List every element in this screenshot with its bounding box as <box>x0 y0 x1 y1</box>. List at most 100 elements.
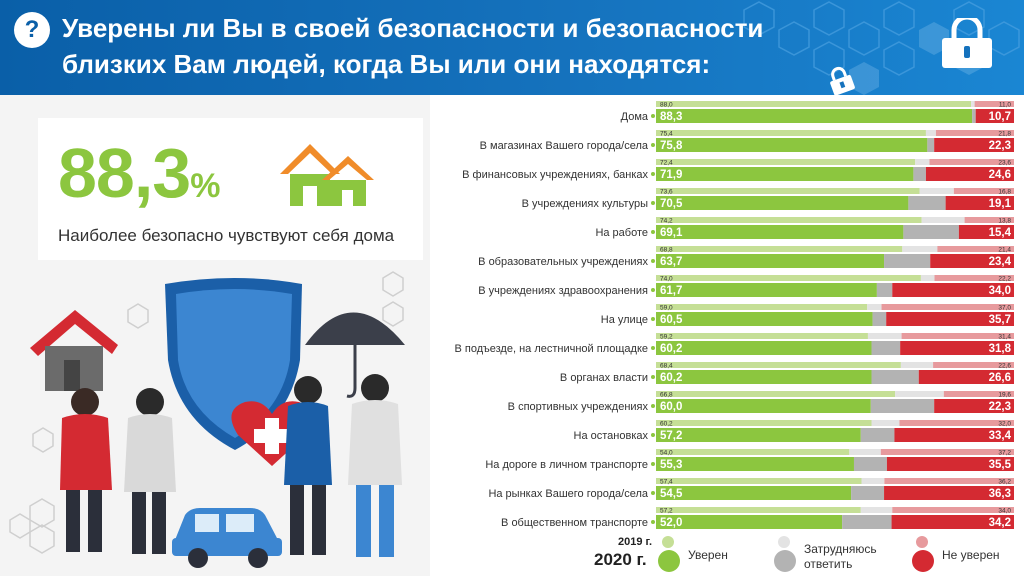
bar-unsure-2019 <box>921 217 965 223</box>
legend-year-2019: 2019 г. <box>618 536 653 548</box>
bar-not-confident-2019 <box>943 391 1014 397</box>
bar-not-confident-2019 <box>935 130 1014 136</box>
category-label: На работе <box>595 227 648 239</box>
family-safety-illustration <box>9 271 405 568</box>
bar-confident-2019 <box>656 217 922 223</box>
bar-unsure-2020 <box>851 486 885 500</box>
bar-unsure-2019 <box>895 391 944 397</box>
category-bullet <box>651 520 655 524</box>
data-label-not-confident-2019: 36,2 <box>998 479 1011 486</box>
bar-unsure-2020 <box>860 428 895 442</box>
bar-confident-2019 <box>656 159 916 165</box>
bar-confident-2020 <box>656 341 872 355</box>
bar-confident-2019 <box>656 478 862 484</box>
bar-not-confident-2019 <box>901 333 1014 339</box>
bar-not-confident-2020 <box>945 196 1014 210</box>
data-label-confident-2020: 60,2 <box>660 343 682 355</box>
legend-label-confident: Уверен <box>688 548 728 562</box>
bar-unsure-2019 <box>919 188 954 194</box>
data-label-confident-2020: 71,9 <box>660 169 682 181</box>
category-bullet <box>651 462 655 466</box>
highlight-number-value: 88,3 <box>58 134 191 212</box>
bar-confident-2020 <box>656 486 852 500</box>
bar-confident-2019 <box>656 333 868 339</box>
bar-confident-2019 <box>656 362 901 368</box>
bar-confident-2020 <box>656 138 928 152</box>
category-label: В органах власти <box>560 372 648 384</box>
data-label-not-confident-2019: 19,6 <box>998 392 1011 399</box>
bar-confident-2020 <box>656 312 873 326</box>
bar-not-confident-2020 <box>891 515 1014 529</box>
category-label: В подъезде, на лестничной площадке <box>454 343 648 355</box>
bar-confident-2019 <box>656 507 861 513</box>
header-banner: ? Уверены ли Вы в своей безопасности и б… <box>0 0 1024 95</box>
bar-not-confident-2020 <box>958 225 1014 239</box>
data-label-not-confident-2020: 24,6 <box>989 169 1011 181</box>
data-label-confident-2020: 57,2 <box>660 430 682 442</box>
data-label-confident-2020: 70,5 <box>660 198 683 210</box>
category-label: На рынках Вашего города/села <box>488 488 648 500</box>
bar-unsure-2020 <box>972 109 976 123</box>
bar-unsure-2020 <box>913 167 926 181</box>
bar-not-confident-2020 <box>892 283 1014 297</box>
data-label-confident-2019: 59,0 <box>660 305 673 312</box>
bar-not-confident-2019 <box>933 362 1014 368</box>
legend-dot-not-confident-2019 <box>916 536 928 548</box>
category-bullet <box>651 491 655 495</box>
data-label-not-confident-2020: 36,3 <box>989 488 1011 500</box>
category-bullet <box>651 288 655 292</box>
woman-red-figure <box>60 388 112 552</box>
data-label-confident-2019: 88,0 <box>660 102 673 109</box>
category-label: Дома <box>621 111 649 123</box>
data-label-not-confident-2020: 19,1 <box>989 198 1012 210</box>
bar-unsure-2019 <box>902 246 938 252</box>
category-label: В спортивных учреждениях <box>508 401 649 413</box>
highlight-caption: Наиболее безопасно чувствуют себя дома <box>58 226 395 245</box>
data-label-confident-2019: 73,6 <box>660 189 673 196</box>
bar-not-confident-2019 <box>934 275 1014 281</box>
bar-unsure-2019 <box>971 101 975 107</box>
bar-not-confident-2019 <box>881 304 1014 310</box>
bar-confident-2020 <box>656 515 843 529</box>
category-label: На остановках <box>574 430 649 442</box>
bar-unsure-2019 <box>915 159 930 165</box>
bar-unsure-2019 <box>860 507 893 513</box>
chart-legend: 2019 г. 2020 г. Уверен Затрудняюсь ответ… <box>560 530 1024 576</box>
legend-dot-confident-2020 <box>658 550 680 572</box>
bar-unsure-2019 <box>861 478 885 484</box>
bar-confident-2019 <box>656 130 926 136</box>
bar-unsure-2020 <box>884 254 931 268</box>
data-label-confident-2019: 60,2 <box>660 421 673 428</box>
legend-dot-confident-2019 <box>662 536 674 548</box>
bar-not-confident-2020 <box>886 312 1014 326</box>
bar-not-confident-2019 <box>953 188 1014 194</box>
bar-not-confident-2020 <box>918 370 1014 384</box>
bar-unsure-2019 <box>920 275 935 281</box>
bar-confident-2020 <box>656 428 861 442</box>
bar-not-confident-2020 <box>930 254 1014 268</box>
bar-not-confident-2019 <box>974 101 1014 107</box>
bar-unsure-2020 <box>871 370 919 384</box>
bar-confident-2019 <box>656 101 972 107</box>
data-label-not-confident-2020: 22,3 <box>989 401 1011 413</box>
category-label: На улице <box>601 314 648 326</box>
data-label-not-confident-2019: 16,8 <box>998 189 1011 196</box>
bar-confident-2020 <box>656 225 904 239</box>
bar-not-confident-2019 <box>892 507 1014 513</box>
data-label-confident-2020: 60,5 <box>660 314 683 326</box>
data-label-not-confident-2019: 31,4 <box>998 334 1011 341</box>
data-label-not-confident-2020: 34,0 <box>989 285 1011 297</box>
bar-unsure-2020 <box>853 457 887 471</box>
data-label-not-confident-2020: 23,4 <box>989 256 1012 268</box>
bar-unsure-2019 <box>867 304 882 310</box>
highlight-percent-sign: % <box>190 167 220 205</box>
house-sign-icon <box>30 310 118 391</box>
bar-unsure-2020 <box>927 138 935 152</box>
data-label-confident-2019: 57,2 <box>660 508 673 515</box>
data-label-confident-2020: 52,0 <box>660 517 682 529</box>
data-label-not-confident-2019: 37,0 <box>998 305 1011 312</box>
bar-confident-2020 <box>656 254 885 268</box>
category-bullet <box>651 259 655 263</box>
legend-label-unsure-line1: Затрудняюсь <box>804 542 877 556</box>
bar-confident-2020 <box>656 457 854 471</box>
